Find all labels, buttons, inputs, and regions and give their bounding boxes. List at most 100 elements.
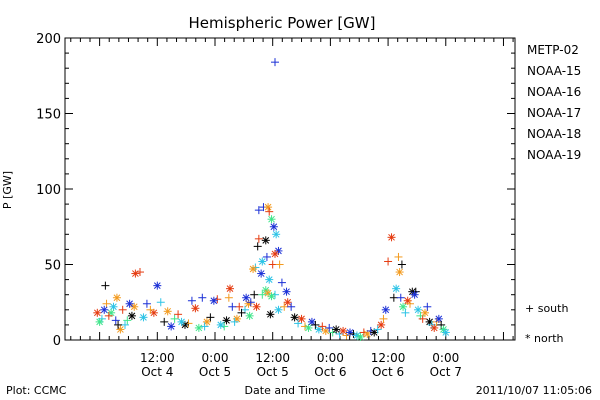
north-point	[430, 323, 439, 332]
south-point	[102, 299, 111, 308]
south-point	[250, 290, 259, 299]
south-point	[254, 206, 263, 215]
south-point	[401, 308, 410, 317]
south-point	[237, 308, 246, 317]
north-point	[290, 313, 299, 322]
north-point	[392, 284, 401, 293]
x-tick-label: 0:00	[432, 351, 459, 365]
north-point	[93, 308, 102, 317]
y-axis-label: P [GW]	[1, 171, 14, 209]
legend-entry: METP-02	[527, 43, 579, 57]
north-point	[267, 292, 276, 301]
south-point	[258, 290, 267, 299]
south-point	[301, 322, 309, 331]
north-point	[304, 323, 313, 332]
south-point	[174, 310, 183, 319]
north-point	[399, 302, 408, 311]
north-point	[109, 302, 118, 311]
chart-title: Hemispheric Power [GW]	[189, 14, 376, 32]
x-tick-date-label: Oct 5	[257, 365, 289, 379]
legend-entry: NOAA-17	[527, 106, 581, 120]
north-point	[249, 265, 258, 274]
north-point	[245, 311, 254, 320]
south-point	[373, 325, 382, 334]
y-tick-label: 150	[36, 108, 61, 123]
north-point	[252, 302, 261, 311]
south-point	[206, 313, 215, 322]
legend-north-marker: * north	[525, 332, 564, 345]
south-point	[271, 290, 279, 299]
north-point	[272, 230, 281, 239]
x-tick-date-label: Oct 5	[199, 365, 231, 379]
north-point	[139, 313, 148, 322]
south-point	[389, 293, 398, 302]
north-point	[441, 328, 450, 337]
south-point	[311, 320, 320, 329]
south-point	[101, 281, 110, 290]
south-point	[379, 314, 388, 323]
north-point	[421, 308, 429, 317]
north-point	[314, 325, 323, 334]
north-point	[167, 322, 176, 331]
x-tick-date-label: Oct 4	[141, 365, 173, 379]
south-point	[359, 328, 368, 337]
north-point	[242, 293, 251, 302]
north-point	[297, 314, 306, 323]
north-point	[267, 215, 276, 224]
north-point	[356, 332, 365, 341]
south-point	[170, 314, 179, 323]
south-point	[265, 207, 274, 216]
south-point	[318, 322, 327, 331]
y-tick-label: 200	[36, 32, 61, 47]
south-point	[224, 293, 233, 302]
south-point	[287, 302, 296, 311]
north-point	[307, 317, 316, 326]
north-point	[410, 290, 419, 299]
north-point	[434, 314, 443, 323]
north-point	[116, 325, 125, 334]
south-point	[123, 316, 132, 325]
north-point	[209, 296, 218, 305]
south-point	[184, 319, 193, 328]
south-point	[228, 302, 237, 311]
south-point	[254, 234, 263, 243]
north-point	[283, 298, 292, 307]
south-point	[275, 260, 284, 269]
south-point	[294, 319, 303, 328]
x-tick-date-label: Oct 7	[430, 365, 462, 379]
south-point	[271, 58, 279, 67]
north-point	[222, 316, 231, 325]
north-point	[226, 284, 234, 293]
north-point	[191, 304, 200, 313]
north-point	[258, 257, 267, 266]
south-point	[262, 252, 271, 261]
south-point	[268, 260, 277, 269]
south-point	[118, 305, 127, 314]
north-point	[266, 310, 275, 319]
north-point	[95, 317, 104, 326]
south-point	[160, 317, 169, 326]
north-point	[271, 249, 279, 258]
north-point	[261, 236, 270, 245]
north-point	[264, 203, 273, 212]
north-point	[346, 328, 354, 337]
south-point	[423, 302, 432, 311]
south-point	[394, 252, 403, 261]
south-point	[230, 317, 239, 326]
north-point	[153, 281, 162, 290]
north-point	[177, 317, 186, 326]
south-point	[111, 316, 120, 325]
x-tick-label: 12:00	[371, 351, 406, 365]
south-point	[349, 329, 358, 338]
north-point	[332, 325, 341, 334]
north-point	[339, 326, 348, 335]
south-point	[114, 320, 123, 329]
x-axis-label: Date and Time	[245, 384, 326, 397]
south-point	[384, 257, 393, 266]
legend-entry: NOAA-18	[527, 127, 581, 141]
south-point	[146, 305, 155, 314]
south-point	[104, 311, 113, 320]
south-point	[406, 299, 414, 308]
